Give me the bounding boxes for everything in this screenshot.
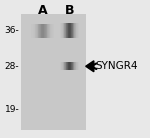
Bar	[50, 24, 51, 38]
Bar	[71, 62, 72, 70]
Bar	[63, 23, 64, 38]
Text: 28-: 28-	[5, 62, 19, 71]
Bar	[37, 24, 38, 38]
Bar	[62, 23, 63, 38]
Bar	[72, 62, 73, 70]
Bar	[61, 62, 62, 70]
Bar	[67, 62, 68, 70]
Polygon shape	[86, 61, 94, 72]
Bar	[70, 23, 71, 38]
Bar	[76, 23, 77, 38]
Bar	[42, 24, 43, 38]
Bar	[74, 62, 75, 70]
Bar	[21, 14, 86, 130]
Bar	[77, 23, 78, 38]
Bar	[67, 23, 68, 38]
Bar	[65, 62, 66, 70]
Bar	[38, 24, 39, 38]
Bar	[62, 62, 63, 70]
Bar	[68, 23, 69, 38]
Bar	[47, 24, 48, 38]
Bar	[41, 24, 42, 38]
Bar	[69, 62, 70, 70]
Bar	[71, 23, 72, 38]
Bar	[68, 62, 69, 70]
Bar	[32, 24, 33, 38]
Bar	[48, 24, 49, 38]
Bar	[35, 24, 36, 38]
Bar	[51, 24, 52, 38]
Text: SYNGR4: SYNGR4	[95, 61, 138, 71]
Bar	[70, 62, 71, 70]
Text: 36-: 36-	[4, 26, 19, 35]
Bar	[36, 24, 37, 38]
Bar	[75, 23, 76, 38]
Bar	[44, 24, 45, 38]
Bar	[64, 62, 65, 70]
Bar	[76, 62, 77, 70]
Bar	[34, 24, 35, 38]
Bar	[39, 24, 40, 38]
Bar	[60, 23, 61, 38]
Bar	[33, 24, 34, 38]
Bar	[60, 62, 61, 70]
Bar	[53, 24, 54, 38]
Bar	[69, 23, 70, 38]
Bar	[43, 24, 44, 38]
Bar	[78, 23, 79, 38]
Bar	[52, 24, 53, 38]
Bar	[75, 62, 76, 70]
Bar	[45, 24, 46, 38]
Text: A: A	[38, 4, 48, 17]
Text: 19-: 19-	[4, 105, 19, 115]
Bar	[66, 62, 67, 70]
Bar	[73, 62, 74, 70]
Bar	[46, 24, 47, 38]
Bar	[63, 62, 64, 70]
Bar	[65, 23, 66, 38]
Text: B: B	[65, 4, 74, 17]
Bar	[40, 24, 41, 38]
Bar	[78, 62, 79, 70]
Bar	[61, 23, 62, 38]
Bar	[49, 24, 50, 38]
Bar	[72, 23, 73, 38]
Bar	[74, 23, 75, 38]
Bar	[64, 23, 65, 38]
Bar	[77, 62, 78, 70]
Bar	[73, 23, 74, 38]
Bar	[66, 23, 67, 38]
